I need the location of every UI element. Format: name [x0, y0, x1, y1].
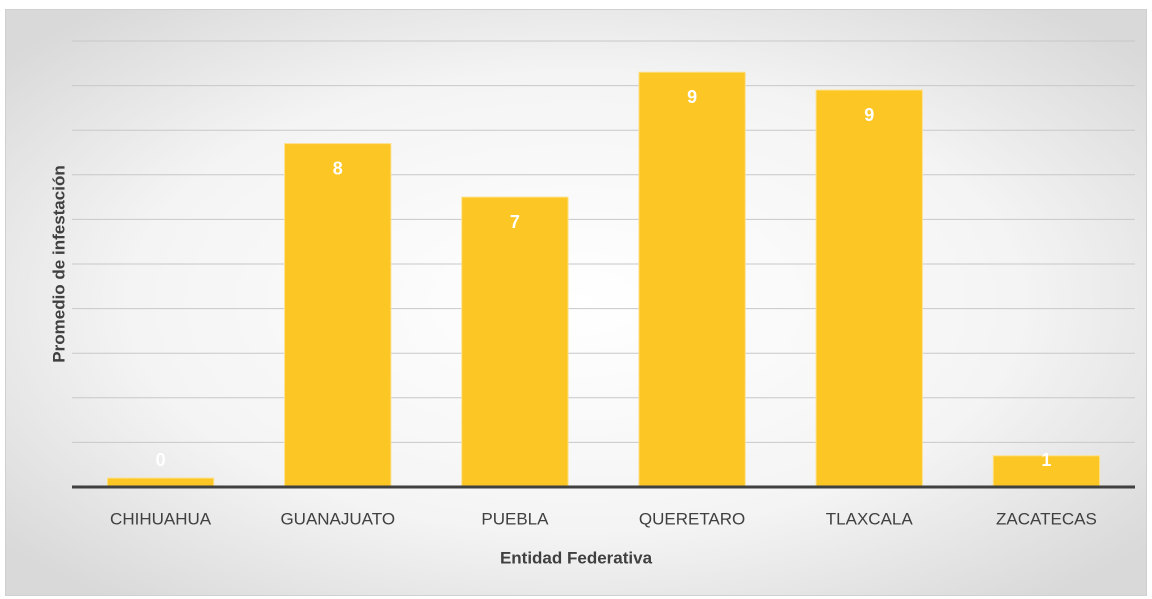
bar [284, 143, 392, 488]
x-tick-label: CHIHUAHUA [110, 509, 212, 528]
x-tick-label: QUERETARO [639, 509, 745, 528]
data-label: 7 [510, 212, 520, 232]
chart-area [5, 9, 1147, 596]
data-label: 9 [864, 105, 874, 125]
data-label: 0 [156, 450, 166, 470]
x-tick-label: ZACATECAS [996, 509, 1097, 528]
bar [815, 89, 923, 488]
data-label: 9 [687, 87, 697, 107]
bar [638, 71, 746, 488]
x-axis-title: Entidad Federativa [500, 548, 653, 567]
x-tick-label: PUEBLA [481, 509, 549, 528]
y-axis-title: Promedio de infestación [49, 165, 68, 362]
data-label: 8 [333, 158, 343, 178]
data-label: 1 [1041, 450, 1051, 470]
bar [461, 196, 569, 488]
x-tick-label: TLAXCALA [826, 509, 914, 528]
bar [992, 455, 1101, 488]
x-tick-label: GUANAJUATO [280, 509, 395, 528]
